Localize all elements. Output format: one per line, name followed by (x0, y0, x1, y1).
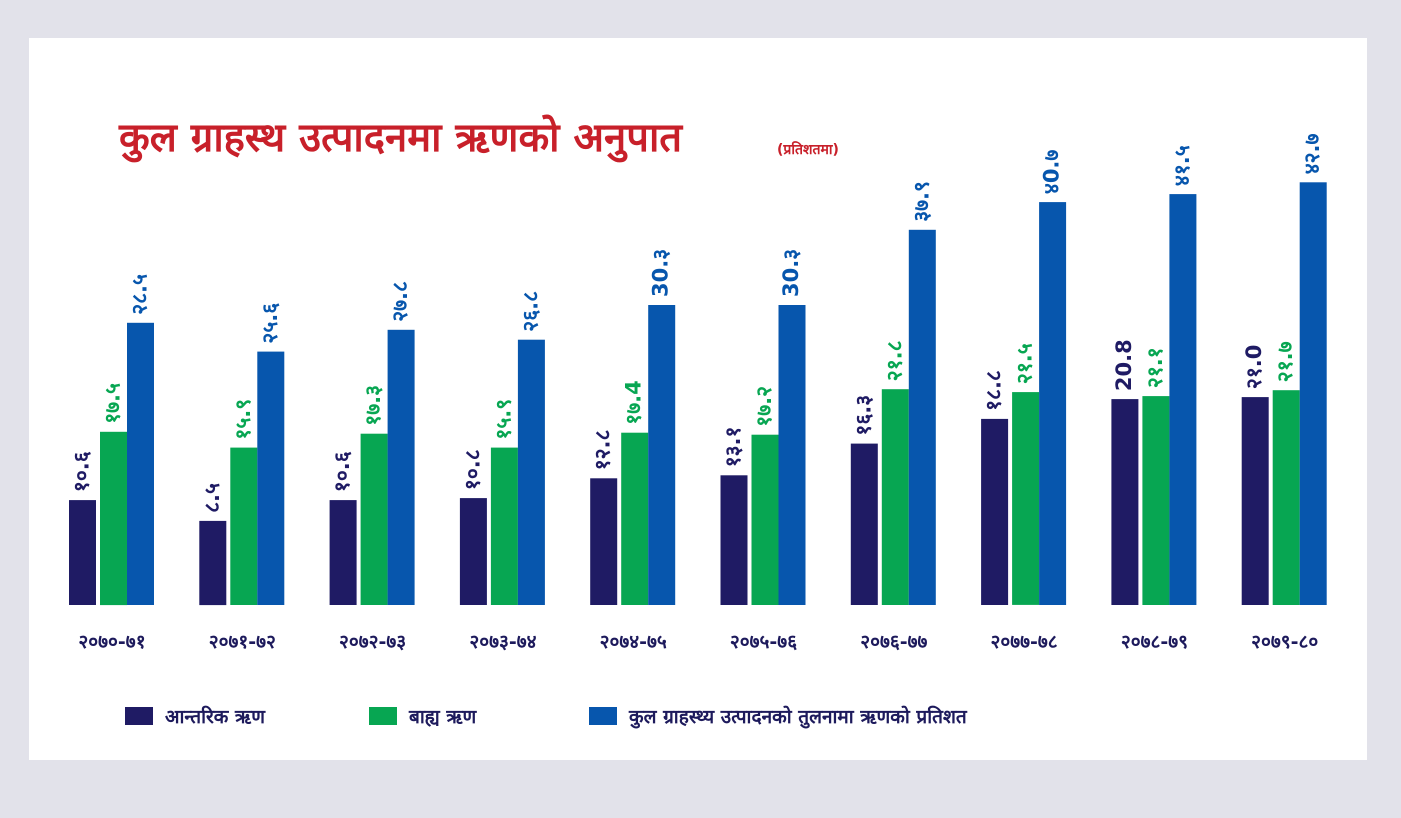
value-label-3-4: २६.८ (518, 291, 542, 332)
bar-3-4 (517, 339, 545, 605)
value-label-2-4: १५.९ (491, 399, 515, 440)
value-label-1-1: १०.६ (70, 451, 94, 492)
legend-label-2: बाह्य ऋण (408, 706, 478, 728)
category-label-1: २०७०-७१ (78, 631, 145, 653)
chart: कुल ग्राहस्थ उत्पादनमा ऋणको अनुपात (प्रत… (69, 114, 1327, 729)
value-label-2-6: १७.२ (752, 386, 776, 427)
value-label-3-7: ३७.९ (909, 181, 933, 222)
chart-card: कुल ग्राहस्थ उत्पादनमा ऋणको अनुपात (प्रत… (29, 38, 1367, 760)
bar-2-9 (1142, 396, 1170, 605)
bar-2-7 (881, 389, 909, 605)
value-label-1-3: १०.६ (330, 451, 354, 492)
bar-1-4 (459, 498, 487, 605)
bar-1-2 (199, 520, 227, 606)
bar-1-5 (590, 478, 618, 605)
value-label-1-7: १६.३ (851, 395, 875, 436)
bar-1-10 (1241, 397, 1269, 605)
value-label-2-5: १७.4 (622, 380, 646, 424)
value-label-1-9: 20.8 (1112, 339, 1136, 391)
value-label-2-3: १७.३ (361, 385, 385, 426)
value-label-3-8: ४0.७ (1040, 150, 1064, 195)
value-label-2-1: १७.५ (101, 383, 125, 424)
value-label-3-3: २७.८ (388, 281, 412, 322)
bar-1-6 (720, 475, 748, 605)
value-label-2-10: २१.७ (1273, 341, 1297, 382)
category-label-4: २०७३-७४ (469, 631, 536, 653)
legend-label-1: आन्तरिक ऋण (165, 705, 266, 728)
legend-swatch-1 (125, 707, 153, 725)
legend-label-3: कुल ग्राहस्थ्य उत्पादनको तुलनामा ऋणको प्… (628, 705, 968, 729)
value-label-2-2: १५.९ (231, 399, 255, 440)
value-label-2-7: २१.८ (882, 340, 906, 381)
value-label-3-6: 30.३ (779, 249, 803, 297)
legend: आन्तरिक ऋण बाह्य ऋण कुल ग्राहस्थ्य उत्पादन… (125, 705, 968, 729)
bar-3-9 (1169, 194, 1197, 605)
value-label-3-9: ४१.५ (1170, 145, 1194, 186)
category-label-3: २०७२-७३ (339, 631, 406, 653)
chart-title: कुल ग्राहस्थ उत्पादनमा ऋणको अनुपात (118, 114, 683, 163)
value-label-1-8: १८.८ (982, 370, 1006, 411)
category-label-6: २०७५-७६ (730, 631, 797, 653)
bar-1-1 (69, 500, 96, 605)
value-label-3-1: २८.५ (128, 274, 152, 315)
category-label-2: २०७१-७२ (209, 631, 276, 653)
bars-group (69, 182, 1327, 606)
legend-swatch-2 (369, 707, 397, 725)
value-label-1-10: २१.0 (1242, 345, 1266, 389)
bar-2-8 (1012, 392, 1040, 605)
category-label-8: २०७७-७८ (991, 631, 1058, 653)
bar-3-10 (1299, 182, 1327, 606)
value-label-3-2: २५.६ (258, 303, 282, 344)
bar-2-10 (1272, 390, 1300, 605)
value-label-3-5: 30.३ (649, 249, 673, 297)
bar-1-7 (850, 443, 878, 605)
value-label-1-4: १०.८ (460, 449, 484, 490)
value-label-1-6: १३.१ (721, 427, 745, 468)
category-label-5: २०७४-७५ (600, 631, 667, 653)
bar-3-2 (257, 351, 285, 605)
bar-3-8 (1039, 202, 1067, 605)
bar-2-6 (751, 434, 779, 605)
value-labels-group: १०.६ १७.५ २८.५ ८.५ १५.९ २५.६ १०.६ १७.३ २७.८ १०.८ १… (70, 133, 1325, 512)
category-label-7: २०७६-७७ (860, 631, 927, 653)
category-label-9: २०७८-७९ (1121, 631, 1188, 653)
legend-swatch-3 (589, 707, 617, 725)
bar-3-3 (387, 329, 415, 605)
bar-2-4 (490, 447, 518, 605)
chart-subtitle: (प्रतिशतमा) (777, 141, 839, 158)
category-labels-group: २०७०-७१ २०७१-७२ २०७२-७३ २०७३-७४ २०७४-७५ २०७५-… (78, 631, 1318, 653)
bar-2-5 (621, 432, 649, 605)
bar-3-1 (127, 322, 154, 605)
value-label-2-8: २१.५ (1013, 343, 1037, 384)
value-label-1-5: १२.८ (591, 429, 615, 470)
bar-3-5 (648, 305, 676, 605)
bar-3-6 (778, 305, 806, 605)
bar-2-2 (230, 447, 258, 605)
bar-2-3 (360, 433, 388, 605)
category-label-10: २०७९-८० (1251, 631, 1318, 653)
bar-3-7 (908, 229, 936, 606)
value-label-1-2: ८.५ (200, 483, 224, 513)
bar-1-9 (1111, 399, 1139, 605)
value-label-3-10: ४२.७ (1300, 133, 1324, 174)
bar-2-1 (100, 431, 127, 606)
value-label-2-9: २१.१ (1143, 347, 1167, 388)
bar-1-8 (981, 418, 1009, 605)
bar-1-3 (329, 500, 357, 605)
